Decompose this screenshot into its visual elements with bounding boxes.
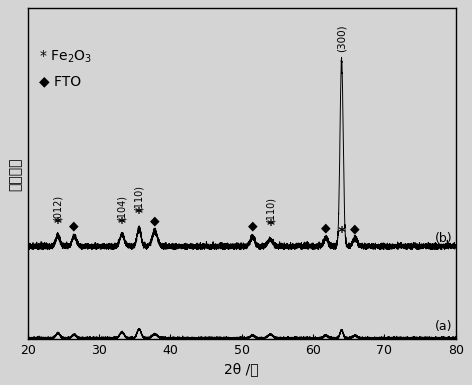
Text: (a): (a) [435,320,452,333]
Text: ◆ FTO: ◆ FTO [39,75,81,89]
Text: ◆: ◆ [350,222,360,235]
Text: *: * [54,217,62,231]
Text: *: * [266,219,274,234]
Text: *: * [337,226,346,241]
X-axis label: 2θ /度: 2θ /度 [225,363,259,377]
Text: ◆: ◆ [69,220,79,233]
Text: ◆: ◆ [248,219,257,233]
Text: (104): (104) [117,195,127,221]
Y-axis label: 相对强度: 相对强度 [8,157,22,191]
Text: *: * [135,207,143,222]
Text: (110): (110) [265,197,275,223]
Text: (012): (012) [53,195,63,221]
Text: ◆: ◆ [321,221,331,234]
Text: * Fe$_2$O$_3$: * Fe$_2$O$_3$ [39,49,92,65]
Text: *: * [118,217,126,232]
Text: ◆: ◆ [150,215,160,228]
Text: (b): (b) [435,233,452,245]
Text: (110): (110) [134,185,144,211]
Text: (300): (300) [337,24,346,52]
